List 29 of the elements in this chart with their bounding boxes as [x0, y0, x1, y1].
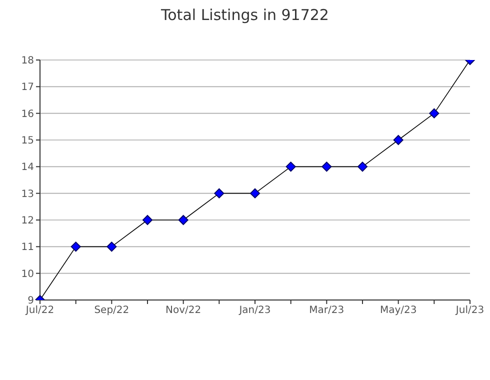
point	[142, 215, 152, 225]
point	[106, 242, 117, 252]
y-tick-label: 14	[21, 162, 34, 174]
y-tick-label: 12	[21, 216, 34, 227]
x-tick-label: May/23	[380, 305, 417, 316]
point	[178, 215, 188, 225]
x-tick-label: Sep/22	[94, 305, 130, 316]
point	[358, 162, 368, 172]
y-tick-label: 9	[28, 296, 34, 307]
y-tick-label: 11	[21, 242, 34, 254]
point	[429, 108, 440, 118]
x-tick-label: Mar/23	[309, 305, 344, 316]
point	[214, 188, 224, 198]
x-tick-label: Jul/23	[454, 305, 484, 316]
x-tick-label: Jul/22	[24, 305, 54, 316]
point	[393, 135, 404, 145]
point	[286, 162, 296, 172]
y-tick-label: 17	[21, 82, 34, 94]
y-tick-label: 13	[21, 188, 34, 200]
y-tick-label: 18	[21, 56, 34, 67]
x-tick-label: Nov/22	[166, 305, 202, 316]
y-tick-label: 10	[21, 268, 34, 280]
chart-title: Total Listings in 91722	[160, 6, 330, 24]
point	[250, 188, 260, 198]
y-tick-label: 15	[21, 136, 34, 147]
x-tick-label: Jan/23	[238, 305, 271, 316]
point	[70, 242, 81, 252]
point	[322, 162, 332, 172]
y-tick-label: 16	[21, 108, 34, 120]
